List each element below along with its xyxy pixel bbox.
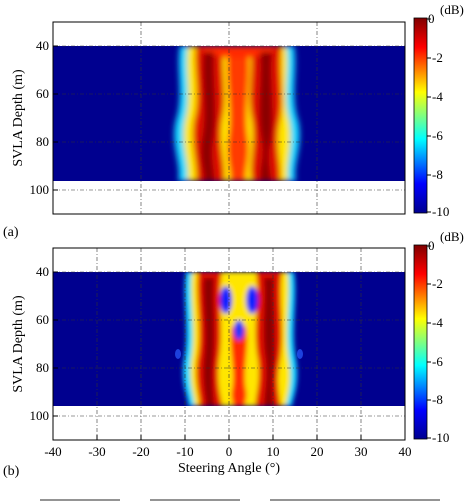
panel-b-xtick-label: -20 [132, 444, 149, 459]
panel-a-cbar-tick-label: -4 [432, 89, 443, 104]
panel-a-ylabel: SVLA Depth (m) [11, 69, 26, 167]
panel-a-axes-frame [52, 21, 406, 215]
panel-a-cbar-tick-label: -8 [432, 167, 443, 182]
panel-b-xtick-label: 20 [311, 444, 324, 459]
panel-b-ytick-label: 40 [36, 264, 49, 279]
panel-b-cbar-unit: (dB) [440, 229, 464, 244]
panel-a-ytick-label: 40 [36, 38, 49, 53]
panel-a-ytick-label: 60 [36, 86, 49, 101]
panel-b-ylabel: SVLA Depth (m) [11, 295, 26, 393]
panel-b-xtick-label: 30 [355, 444, 368, 459]
panel-a-cbar-tick-label: -10 [432, 204, 449, 219]
panel-a-yticks: 40 60 80 100 [30, 38, 58, 197]
panel-b-null-left [220, 286, 232, 314]
panel-a-cbar-tick-label: 0 [428, 11, 435, 26]
panel-a-beams [174, 46, 300, 181]
panel-b-side-artifact [297, 349, 303, 359]
panel-a-cbar-unit: (dB) [440, 2, 464, 17]
panel-a-beam-center [227, 52, 249, 181]
panel-a-ytick-label: 100 [30, 182, 50, 197]
panel-b-cbar-tick-label: 0 [428, 238, 435, 253]
panel-b-beams [175, 272, 303, 406]
panel-a-cbar-tick-label: -6 [432, 128, 443, 143]
panel-b: 40 60 80 100 -40 -30 -20 -10 0 10 20 30 … [3, 229, 464, 479]
panel-b-cbar-tick-label: -4 [432, 315, 443, 330]
panel-b-yticks: 40 60 80 100 [30, 264, 58, 423]
panel-b-xtick-label: -30 [88, 444, 105, 459]
panel-a-core-left [201, 52, 216, 181]
panel-b-xtick-label: 40 [399, 444, 412, 459]
panel-a-colorbar [413, 17, 428, 214]
panel-a: 40 60 80 100 SVLA Depth (m) (a) 0 -2 -4 … [3, 2, 464, 240]
panel-b-core-right [263, 278, 275, 406]
panel-b-label: (b) [3, 464, 20, 479]
panel-a-ytick-label: 80 [36, 134, 49, 149]
panel-b-xticks: -40 -30 -20 -10 0 10 20 30 40 [44, 435, 412, 459]
panel-b-cbar-tick-label: -6 [432, 354, 443, 369]
panel-b-ytick-label: 60 [36, 312, 49, 327]
panel-b-colorbar-ticks: 0 -2 -4 -6 -8 -10 (dB) [427, 229, 464, 445]
panel-b-null-center [234, 320, 244, 340]
panel-a-label: (a) [3, 225, 19, 240]
panel-b-xtick-label: -40 [44, 444, 61, 459]
panel-b-xtick-label: 0 [226, 444, 233, 459]
panel-a-colorbar-ticks: 0 -2 -4 -6 -8 -10 (dB) [427, 2, 464, 219]
panel-b-cbar-tick-label: -10 [432, 430, 449, 445]
panel-b-colorbar [413, 244, 428, 440]
panel-b-xtick-label: 10 [267, 444, 280, 459]
panel-a-core-right [259, 52, 273, 181]
panel-b-xlabel: Steering Angle (°) [178, 461, 280, 476]
panel-b-xtick-label: -10 [176, 444, 193, 459]
panel-b-ytick-label: 80 [36, 360, 49, 375]
panel-b-beam-center [230, 326, 248, 406]
panel-b-grid [53, 248, 405, 440]
panel-b-core-left [203, 278, 215, 406]
panel-b-null-right [246, 286, 258, 314]
panel-a-top-arc [200, 46, 276, 58]
panel-a-cbar-tick-label: -2 [432, 50, 443, 65]
panel-b-cbar-tick-label: -8 [432, 392, 443, 407]
panel-b-side-artifact [175, 349, 181, 359]
panel-b-ytick-label: 100 [30, 408, 50, 423]
panel-a-grid [53, 22, 405, 214]
panel-b-cbar-tick-label: -2 [432, 276, 443, 291]
